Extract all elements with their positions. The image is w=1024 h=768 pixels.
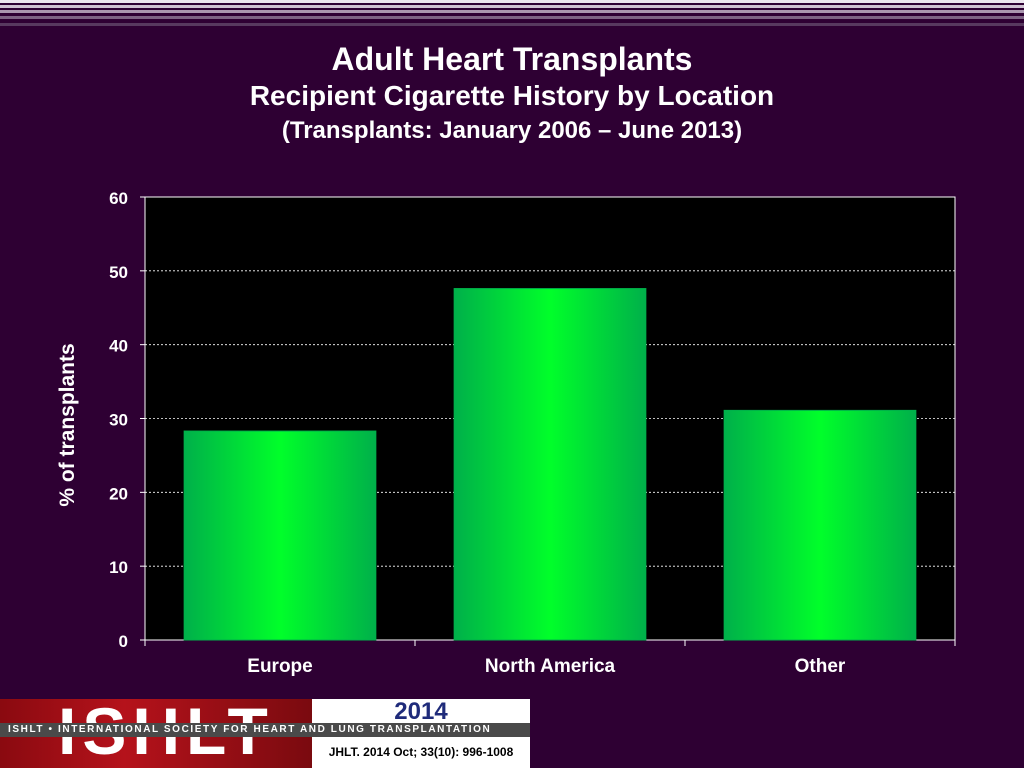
x-tick-label: Europe [247,656,312,677]
ishlt-name-band [0,723,530,737]
bar-north-america [453,288,647,641]
y-tick-label: 30 [109,411,128,430]
chart-title-block: Adult Heart Transplants Recipient Cigare… [0,40,1024,148]
x-tick-label: North America [485,656,616,677]
y-tick-label: 10 [109,558,128,577]
x-tick-label: Other [795,656,846,677]
bar-other [723,409,917,641]
chart-subtitle: Recipient Cigarette History by Location [249,80,775,111]
y-axis-ticks: 0 10 20 30 40 50 60 [109,189,145,651]
bar-europe [183,430,377,641]
y-tick-label: 50 [109,263,128,282]
journal-citation: JHLT. 2014 Oct; 33(10): 996-1008 [312,737,530,768]
chart-title: Adult Heart Transplants [331,41,693,77]
bars [183,288,917,641]
y-axis-label: % of transplants [56,343,79,506]
bar-chart: 0 10 20 30 40 50 60 Europe North America Other %… [56,189,956,677]
report-year: 2014 [312,699,530,725]
y-tick-label: 20 [109,484,128,503]
y-tick-label: 40 [109,337,128,356]
y-tick-label: 0 [119,632,128,651]
ishlt-footer: ISHLT ISHLT • INTERNATIONAL SOCIETY FOR … [0,699,530,768]
decorative-top-stripes [0,0,1024,36]
ishlt-full-name: ISHLT • INTERNATIONAL SOCIETY FOR HEART … [8,724,492,735]
y-tick-label: 60 [109,189,128,208]
x-axis-ticks: Europe North America Other [144,640,956,677]
chart-date-range: (Transplants: January 2006 – June 2013) [281,117,743,144]
